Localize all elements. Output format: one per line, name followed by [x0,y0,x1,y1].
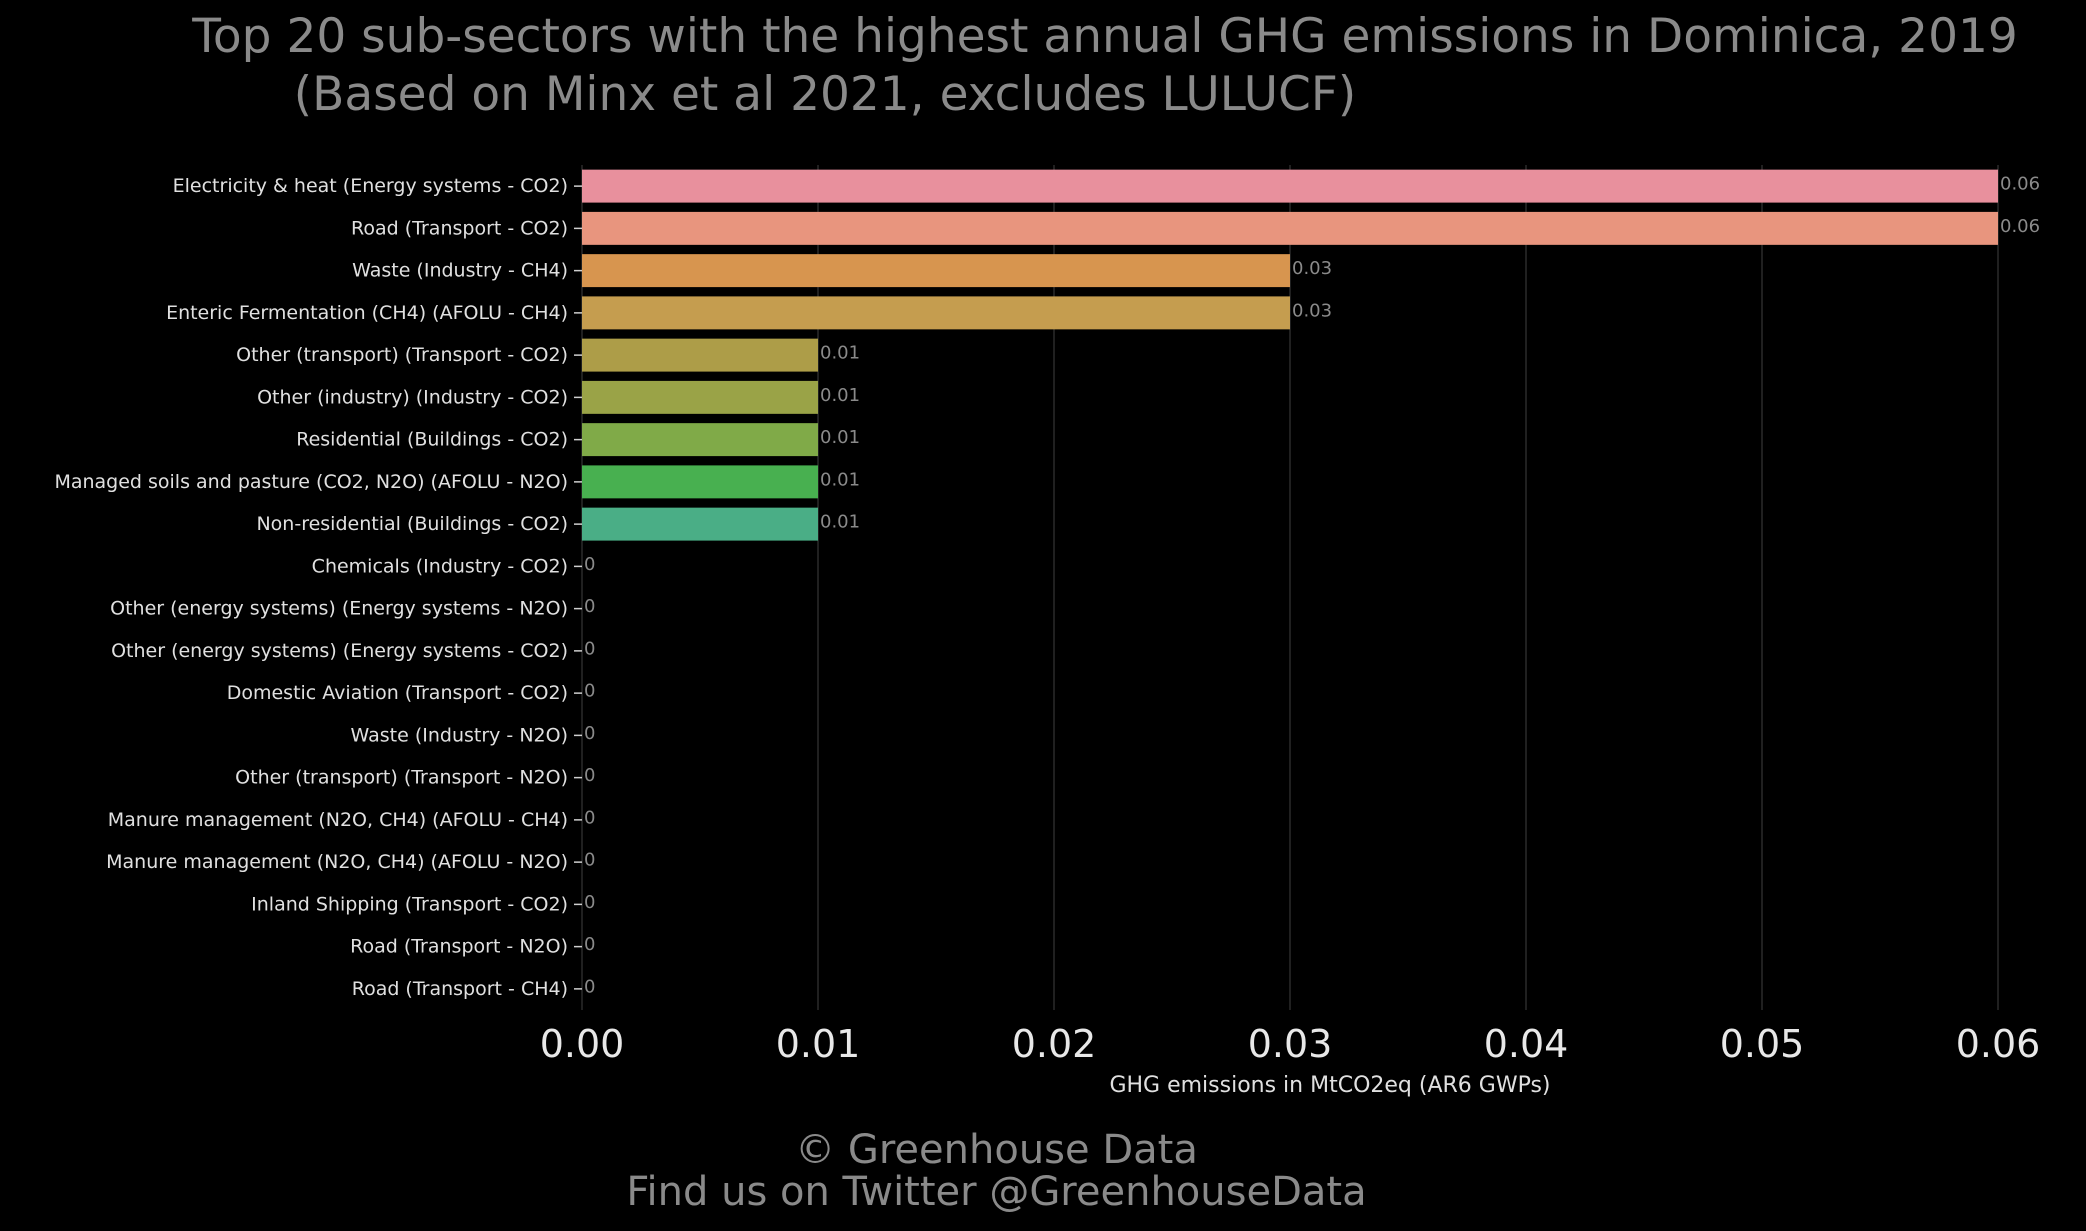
data-label: 0 [584,850,595,871]
chart-title-line2: (Based on Minx et al 2021, excludes LULU… [293,67,1357,122]
x-tick-label: 0.06 [1956,1022,2041,1066]
x-tick-label: 0.04 [1484,1022,1569,1066]
x-axis-label: GHG emissions in MtCO2eq (AR6 GWPs) [1109,1073,1550,1098]
bar [582,338,818,372]
y-tick-label: Road (Transport - CH4) [352,978,568,1000]
bar [582,169,1998,203]
data-label: 0.01 [820,427,860,448]
bar [582,296,1290,330]
data-label: 0.01 [820,343,860,364]
y-tick-label: Manure management (N2O, CH4) (AFOLU - N2… [106,851,568,873]
y-tick-label: Managed soils and pasture (CO2, N2O) (AF… [54,471,568,493]
y-tick-label: Chemicals (Industry - CO2) [312,555,568,577]
data-label: 0 [584,596,595,617]
data-label: 0.06 [2000,216,2040,237]
bar [582,254,1290,288]
data-label: 0 [584,807,595,828]
bar [582,465,818,499]
x-tick-label: 0.03 [1248,1022,1333,1066]
data-label: 0 [584,934,595,955]
y-tick-label: Other (energy systems) (Energy systems -… [110,598,568,620]
data-label: 0 [584,765,595,786]
data-label: 0.01 [820,512,860,533]
x-tick-label: 0.02 [1012,1022,1097,1066]
y-tick-label: Road (Transport - N2O) [350,936,568,958]
data-label: 0.01 [820,469,860,490]
y-tick-label: Electricity & heat (Energy systems - CO2… [173,175,568,197]
data-label: 0.03 [1292,300,1332,321]
y-tick-label: Residential (Buildings - CO2) [296,429,568,451]
data-label: 0 [584,892,595,913]
y-tick-label: Waste (Industry - N2O) [351,724,568,746]
x-tick-label: 0.05 [1720,1022,1805,1066]
bar [582,507,818,541]
y-tick-label: Enteric Fermentation (CH4) (AFOLU - CH4) [166,302,568,324]
bar [582,211,1998,245]
data-label: 0.06 [2000,174,2040,195]
footer-twitter: Find us on Twitter @GreenhouseData [626,1169,1367,1215]
bar [582,423,818,457]
y-tick-label: Inland Shipping (Transport - CO2) [251,893,568,915]
y-tick-label: Non-residential (Buildings - CO2) [256,513,568,535]
chart-title-line1: Top 20 sub-sectors with the highest annu… [192,9,2018,64]
footer-copyright: © Greenhouse Data [795,1127,1198,1173]
y-tick-label: Waste (Industry - CH4) [352,260,568,282]
y-tick-label: Other (energy systems) (Energy systems -… [111,640,568,662]
y-tick-label: Domestic Aviation (Transport - CO2) [227,682,568,704]
bar [582,380,818,414]
data-label: 0 [584,976,595,997]
data-label: 0.01 [820,385,860,406]
data-label: 0 [584,554,595,575]
x-tick-label: 0.01 [776,1022,861,1066]
y-tick-label: Other (transport) (Transport - N2O) [235,767,568,789]
data-label: 0 [584,638,595,659]
y-tick-label: Manure management (N2O, CH4) (AFOLU - CH… [108,809,568,831]
data-label: 0.03 [1292,258,1332,279]
y-tick-label: Other (industry) (Industry - CO2) [257,386,568,408]
data-label: 0 [584,723,595,744]
data-label: 0 [584,681,595,702]
y-tick-label: Road (Transport - CO2) [351,217,568,239]
y-tick-label: Other (transport) (Transport - CO2) [236,344,568,366]
x-tick-label: 0.00 [540,1022,625,1066]
